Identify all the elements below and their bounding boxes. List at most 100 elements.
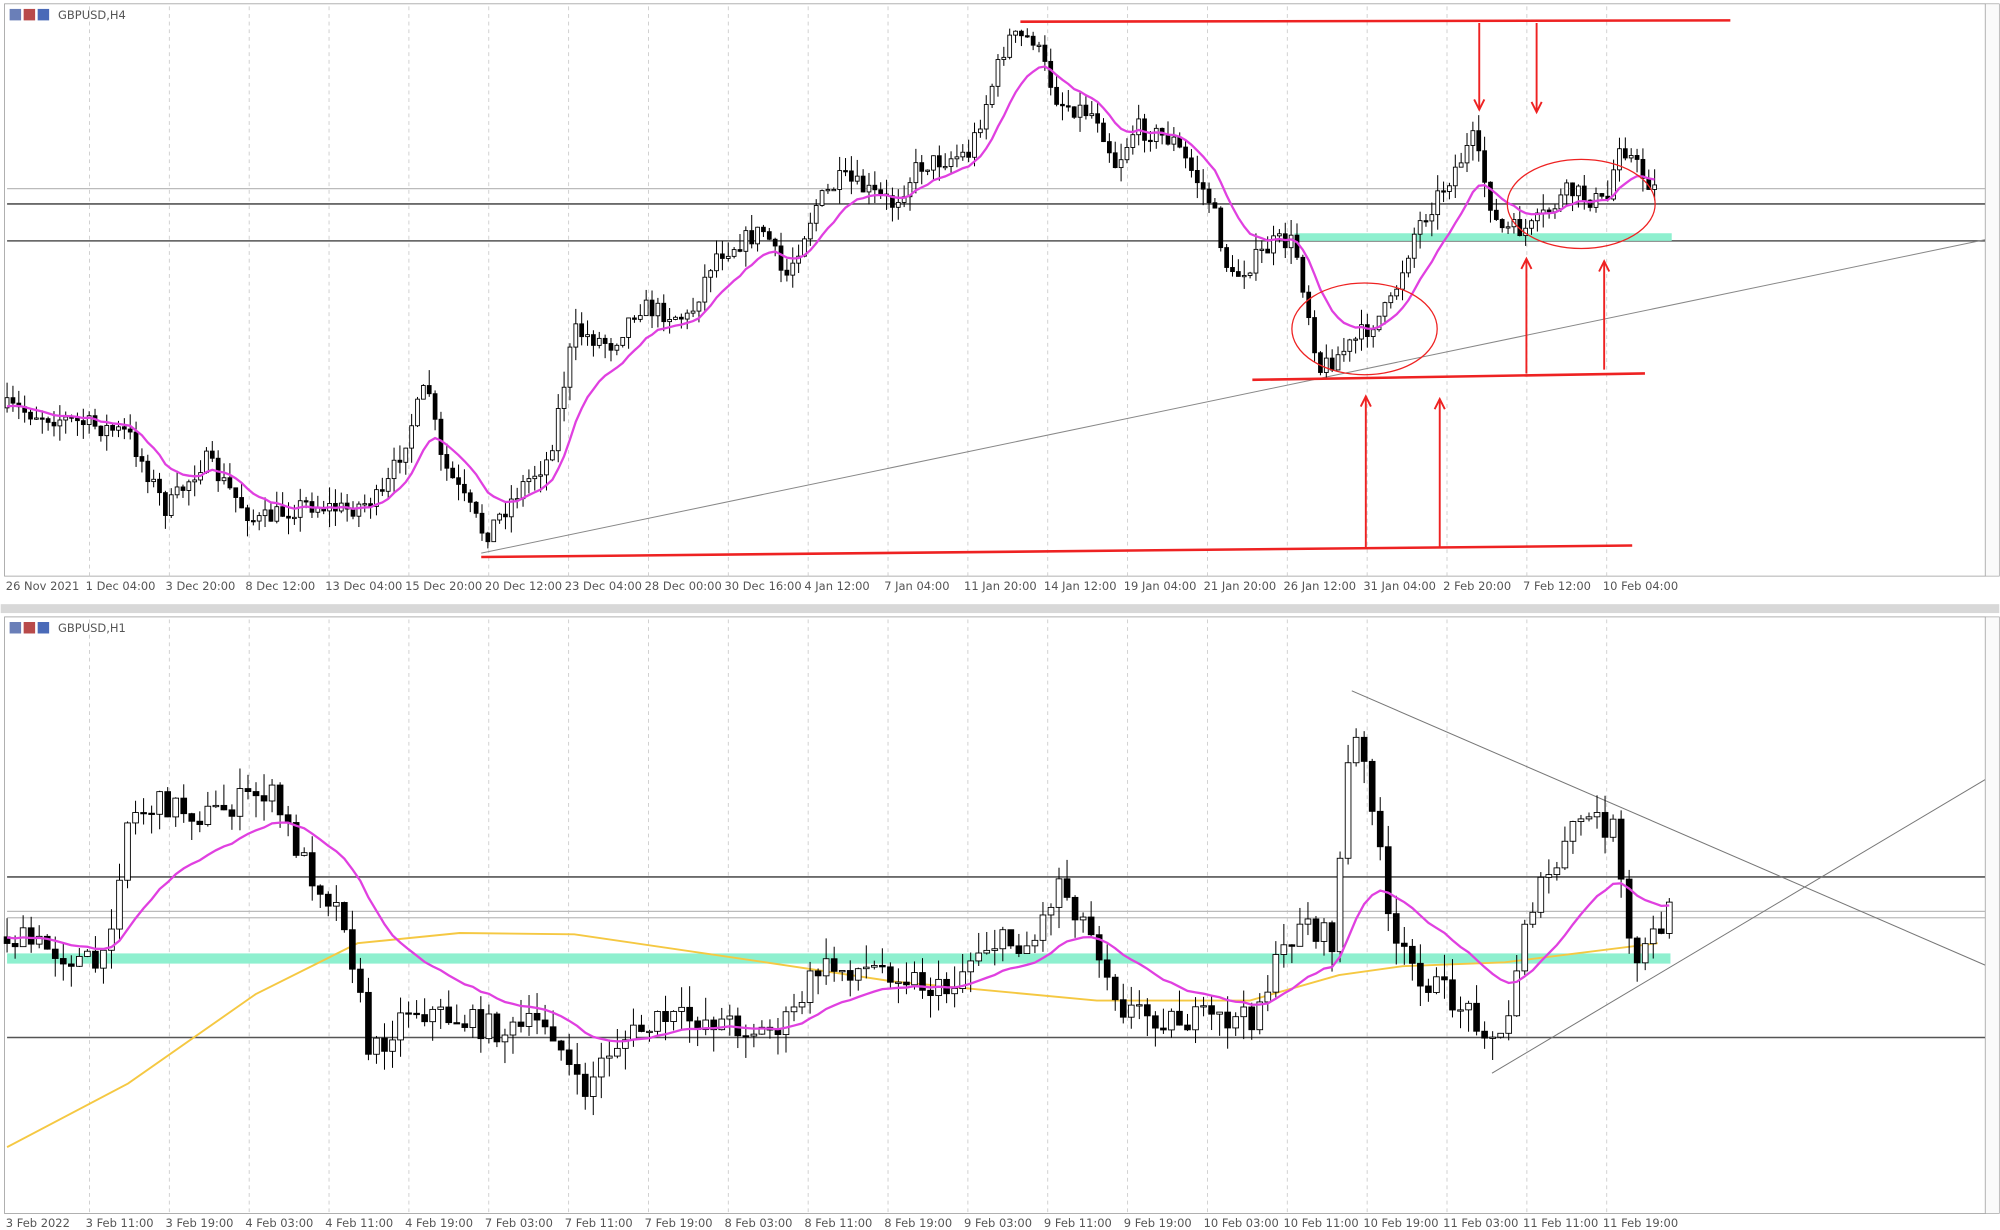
- candle-body: [286, 515, 291, 519]
- candle-body: [1370, 329, 1376, 337]
- time-label: 30 Dec 16:00: [724, 579, 801, 593]
- candle-body: [1570, 182, 1575, 197]
- time-label: 3 Feb 19:00: [166, 1216, 234, 1230]
- candle-body: [1248, 1006, 1256, 1031]
- candle-body: [790, 1006, 798, 1013]
- candle-body: [34, 417, 39, 420]
- candle-body: [140, 812, 147, 815]
- time-label: 7 Feb 03:00: [485, 1216, 553, 1230]
- candle-body: [942, 166, 948, 169]
- time-label: 13 Dec 04:00: [325, 579, 402, 593]
- candle-body: [1394, 288, 1400, 297]
- candle-body: [467, 492, 473, 503]
- candle-body: [1136, 1004, 1143, 1007]
- candle-body: [1118, 159, 1124, 169]
- candle-body: [1055, 878, 1063, 908]
- candle-body: [1152, 1015, 1159, 1029]
- candle-body: [1441, 190, 1446, 193]
- candle-body: [1124, 146, 1130, 161]
- candle-body: [262, 509, 268, 517]
- candle-body: [673, 316, 678, 320]
- candle-body: [1232, 1016, 1239, 1029]
- candle-body: [303, 500, 309, 503]
- candle-body: [726, 1015, 734, 1020]
- candle-body: [1130, 134, 1136, 148]
- candle-body: [1473, 1002, 1480, 1032]
- candle-body: [557, 1040, 565, 1051]
- icon: [9, 8, 22, 21]
- candle-body: [589, 1076, 597, 1097]
- candle-body: [1036, 44, 1042, 47]
- time-label: 26 Nov 2021: [6, 579, 79, 593]
- candle-body: [453, 1022, 461, 1025]
- candle-body: [1359, 324, 1364, 340]
- candle-body: [365, 991, 372, 1055]
- candle-body: [737, 249, 743, 252]
- candle-body: [209, 450, 215, 459]
- time-label: 26 Jan 12:00: [1283, 579, 1356, 593]
- candle-body: [1622, 148, 1628, 159]
- candle-body: [1376, 315, 1382, 331]
- candle-body: [1392, 913, 1400, 944]
- candle-body: [405, 1012, 412, 1015]
- time-label: 11 Feb 11:00: [1523, 1216, 1598, 1230]
- candle-body: [1079, 916, 1087, 921]
- candle-body: [544, 459, 549, 476]
- time-label: 4 Feb 11:00: [325, 1216, 393, 1230]
- candle-body: [373, 1037, 380, 1055]
- trend-line: [481, 239, 1986, 554]
- candle-body: [608, 343, 614, 351]
- candle-body: [133, 431, 139, 458]
- candle-body: [654, 1011, 661, 1032]
- candle-body: [1352, 736, 1360, 764]
- candle-body: [462, 483, 467, 494]
- candle-body: [233, 487, 239, 498]
- candle-body: [1347, 339, 1353, 352]
- candle-body: [284, 814, 292, 823]
- candle-body: [743, 230, 749, 252]
- candle-body: [204, 805, 212, 825]
- candle-body: [39, 417, 45, 420]
- candle-body: [461, 1023, 469, 1028]
- candle-body: [1344, 762, 1352, 859]
- candle-body: [316, 885, 324, 895]
- candle-body: [1384, 846, 1392, 915]
- candle-body: [526, 478, 532, 483]
- candle-body: [919, 972, 926, 991]
- time-label: 21 Jan 20:00: [1204, 579, 1277, 593]
- candle-body: [76, 955, 83, 967]
- icon: [37, 8, 50, 21]
- candle-body: [1599, 193, 1605, 197]
- candle-body: [28, 411, 33, 420]
- candle-body: [831, 189, 837, 192]
- time-label: 8 Feb 19:00: [884, 1216, 952, 1230]
- candle-body: [1417, 962, 1424, 987]
- arrow-head: [1359, 394, 1372, 408]
- candle-body: [661, 302, 667, 323]
- candle-body: [890, 195, 895, 208]
- candle-body: [445, 1006, 453, 1024]
- candle-body: [1409, 945, 1416, 964]
- candle-body: [469, 1009, 477, 1028]
- candle-body: [188, 813, 196, 822]
- top-title: GBPUSD,H4: [9, 8, 126, 22]
- candle-body: [708, 270, 714, 278]
- candle-body: [1457, 1009, 1464, 1012]
- candle-body: [341, 902, 348, 931]
- candle-body: [1576, 185, 1581, 197]
- candle-body: [239, 497, 244, 509]
- candle-body: [1095, 934, 1103, 961]
- candle-body: [1470, 130, 1476, 146]
- candle-body: [784, 269, 790, 276]
- candle-body: [57, 419, 63, 427]
- candle-body: [104, 424, 110, 437]
- candle-body: [1148, 139, 1153, 143]
- candle-body: [1071, 896, 1079, 921]
- time-label: 9 Feb 11:00: [1044, 1216, 1112, 1230]
- candle-body: [991, 948, 999, 951]
- candle-body: [1042, 44, 1048, 62]
- candle-body: [782, 1011, 790, 1036]
- candle-body: [196, 820, 204, 825]
